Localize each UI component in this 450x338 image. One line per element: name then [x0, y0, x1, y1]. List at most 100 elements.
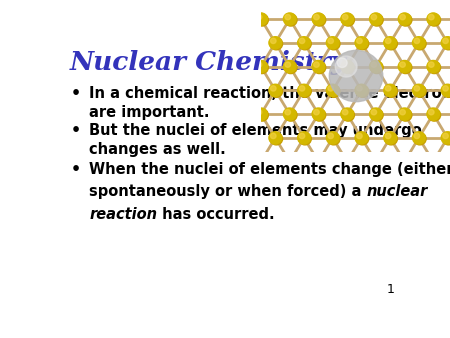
Circle shape — [341, 61, 353, 73]
Circle shape — [326, 132, 339, 144]
Circle shape — [384, 84, 396, 96]
Circle shape — [299, 38, 311, 50]
Circle shape — [371, 110, 377, 115]
Circle shape — [341, 108, 353, 120]
Circle shape — [285, 15, 291, 20]
Circle shape — [413, 84, 425, 96]
Text: reaction: reaction — [90, 208, 158, 222]
Circle shape — [342, 15, 348, 20]
Circle shape — [428, 62, 441, 74]
Circle shape — [443, 38, 448, 44]
Circle shape — [384, 37, 396, 49]
Text: In a chemical reaction, the valence electrons
are important.: In a chemical reaction, the valence elec… — [90, 86, 450, 120]
Circle shape — [299, 38, 305, 44]
Circle shape — [398, 61, 411, 73]
Circle shape — [442, 133, 450, 145]
Circle shape — [284, 61, 296, 73]
Circle shape — [427, 108, 440, 120]
Circle shape — [297, 37, 310, 49]
Circle shape — [269, 132, 282, 144]
Circle shape — [256, 110, 262, 115]
Circle shape — [385, 86, 391, 91]
Circle shape — [314, 157, 319, 162]
Text: nuclear: nuclear — [367, 185, 428, 199]
Circle shape — [428, 109, 441, 121]
Circle shape — [428, 110, 434, 115]
Text: When the nuclei of elements change (either: When the nuclei of elements change (eith… — [90, 162, 450, 176]
Circle shape — [255, 155, 267, 168]
Circle shape — [428, 62, 434, 67]
Circle shape — [427, 13, 440, 25]
Circle shape — [335, 56, 357, 77]
Circle shape — [269, 37, 282, 49]
Circle shape — [428, 14, 441, 26]
Text: •: • — [70, 123, 81, 138]
Circle shape — [284, 109, 297, 121]
Circle shape — [342, 156, 355, 169]
Circle shape — [441, 132, 450, 144]
Circle shape — [328, 133, 333, 139]
Circle shape — [342, 14, 355, 26]
Text: has occurred.: has occurred. — [158, 208, 275, 222]
Circle shape — [399, 156, 412, 169]
Text: 1: 1 — [387, 283, 395, 296]
Circle shape — [326, 84, 339, 96]
Circle shape — [342, 110, 348, 115]
Circle shape — [256, 14, 268, 26]
Circle shape — [284, 62, 297, 74]
Circle shape — [357, 133, 362, 139]
Circle shape — [384, 132, 396, 144]
Circle shape — [256, 15, 262, 20]
Circle shape — [327, 38, 340, 50]
Circle shape — [399, 14, 412, 26]
Circle shape — [357, 38, 362, 44]
Circle shape — [312, 155, 325, 168]
Circle shape — [355, 37, 368, 49]
Circle shape — [398, 155, 411, 168]
Text: •: • — [70, 162, 81, 176]
Circle shape — [256, 156, 268, 169]
Circle shape — [341, 155, 353, 168]
Circle shape — [356, 38, 369, 50]
Circle shape — [329, 50, 383, 102]
Circle shape — [342, 157, 348, 162]
Circle shape — [297, 84, 310, 96]
Circle shape — [385, 85, 397, 97]
Circle shape — [355, 84, 368, 96]
Circle shape — [441, 37, 450, 49]
Circle shape — [369, 108, 382, 120]
Circle shape — [314, 62, 319, 67]
Circle shape — [428, 156, 441, 169]
Circle shape — [314, 15, 319, 20]
Circle shape — [337, 58, 347, 68]
Circle shape — [414, 38, 419, 44]
Circle shape — [299, 133, 311, 145]
Circle shape — [299, 85, 311, 97]
Circle shape — [414, 133, 426, 145]
Circle shape — [270, 85, 283, 97]
Circle shape — [369, 61, 382, 73]
Circle shape — [356, 133, 369, 145]
Circle shape — [314, 110, 319, 115]
Circle shape — [385, 133, 397, 145]
Circle shape — [312, 13, 325, 25]
Circle shape — [342, 109, 355, 121]
Circle shape — [313, 14, 326, 26]
Circle shape — [328, 86, 333, 91]
Circle shape — [370, 109, 383, 121]
Circle shape — [428, 157, 434, 162]
Circle shape — [442, 85, 450, 97]
Circle shape — [270, 133, 283, 145]
Circle shape — [356, 85, 369, 97]
Circle shape — [284, 13, 296, 25]
Circle shape — [327, 133, 340, 145]
Circle shape — [400, 62, 405, 67]
Circle shape — [357, 86, 362, 91]
Circle shape — [441, 84, 450, 96]
Circle shape — [285, 62, 291, 67]
Circle shape — [284, 14, 297, 26]
Circle shape — [270, 38, 276, 44]
Circle shape — [270, 86, 276, 91]
Circle shape — [385, 38, 397, 50]
Circle shape — [399, 109, 412, 121]
